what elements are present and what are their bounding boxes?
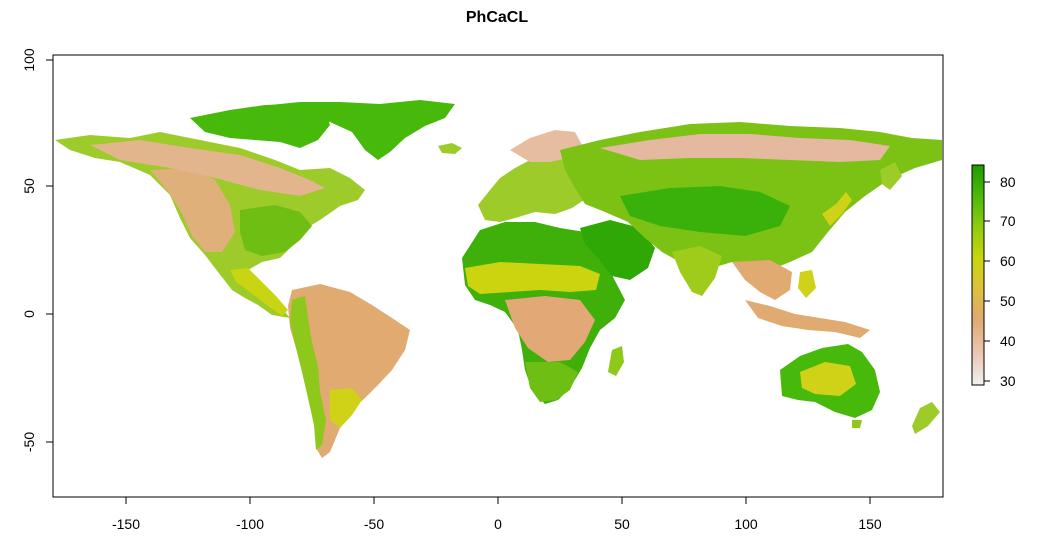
philippines bbox=[798, 270, 816, 298]
y-tick-label: 50 bbox=[21, 178, 37, 194]
tasmania bbox=[852, 420, 862, 428]
legend-colorbar bbox=[971, 164, 985, 386]
x-tick-label: -100 bbox=[236, 516, 264, 532]
y-tick-label: 100 bbox=[21, 48, 37, 72]
legend-label: 30 bbox=[1000, 373, 1016, 389]
land-raster bbox=[55, 100, 942, 458]
y-tick-label: 0 bbox=[21, 310, 37, 318]
legend-label: 70 bbox=[1000, 213, 1016, 229]
madagascar bbox=[608, 346, 624, 376]
australia-interior bbox=[800, 362, 856, 396]
x-tick-label: -150 bbox=[112, 516, 140, 532]
south-america-andes bbox=[290, 296, 326, 450]
central-america bbox=[230, 268, 288, 316]
indonesia-islands bbox=[745, 300, 870, 338]
siberia-boreal bbox=[600, 134, 890, 162]
y-tick-label: -50 bbox=[21, 432, 37, 452]
legend-label: 60 bbox=[1000, 253, 1016, 269]
x-tick-label: 0 bbox=[494, 516, 502, 532]
africa-south bbox=[525, 362, 578, 402]
x-axis: -150 -100 -50 0 50 100 150 bbox=[112, 496, 882, 532]
map-title: PhCaCL bbox=[466, 9, 528, 26]
y-axis: -50 0 50 100 bbox=[21, 48, 54, 452]
southeast-asia bbox=[732, 260, 792, 300]
north-america-dry-west bbox=[150, 168, 235, 252]
kamchatka bbox=[880, 162, 902, 190]
legend-label: 40 bbox=[1000, 333, 1016, 349]
legend-label: 80 bbox=[1000, 174, 1016, 190]
north-america-boreal bbox=[90, 140, 325, 196]
x-tick-label: 150 bbox=[858, 516, 882, 532]
japan bbox=[822, 192, 852, 226]
new-zealand bbox=[912, 402, 940, 434]
central-asia-steppe bbox=[620, 186, 790, 236]
africa-sahel bbox=[465, 262, 600, 294]
x-tick-label: 100 bbox=[734, 516, 758, 532]
iceland bbox=[438, 143, 462, 154]
north-america-east bbox=[240, 205, 312, 256]
legend-label: 50 bbox=[1000, 293, 1016, 309]
arabian-peninsula bbox=[580, 220, 655, 280]
africa-central bbox=[505, 296, 595, 362]
x-tick-label: 50 bbox=[614, 516, 630, 532]
x-tick-label: -50 bbox=[364, 516, 384, 532]
greenland bbox=[260, 100, 455, 160]
india-subcontinent bbox=[672, 246, 722, 296]
arctic-archipelago bbox=[190, 104, 330, 148]
color-legend: 30 40 50 60 70 80 bbox=[971, 164, 1016, 389]
south-america-pampas bbox=[330, 388, 362, 428]
